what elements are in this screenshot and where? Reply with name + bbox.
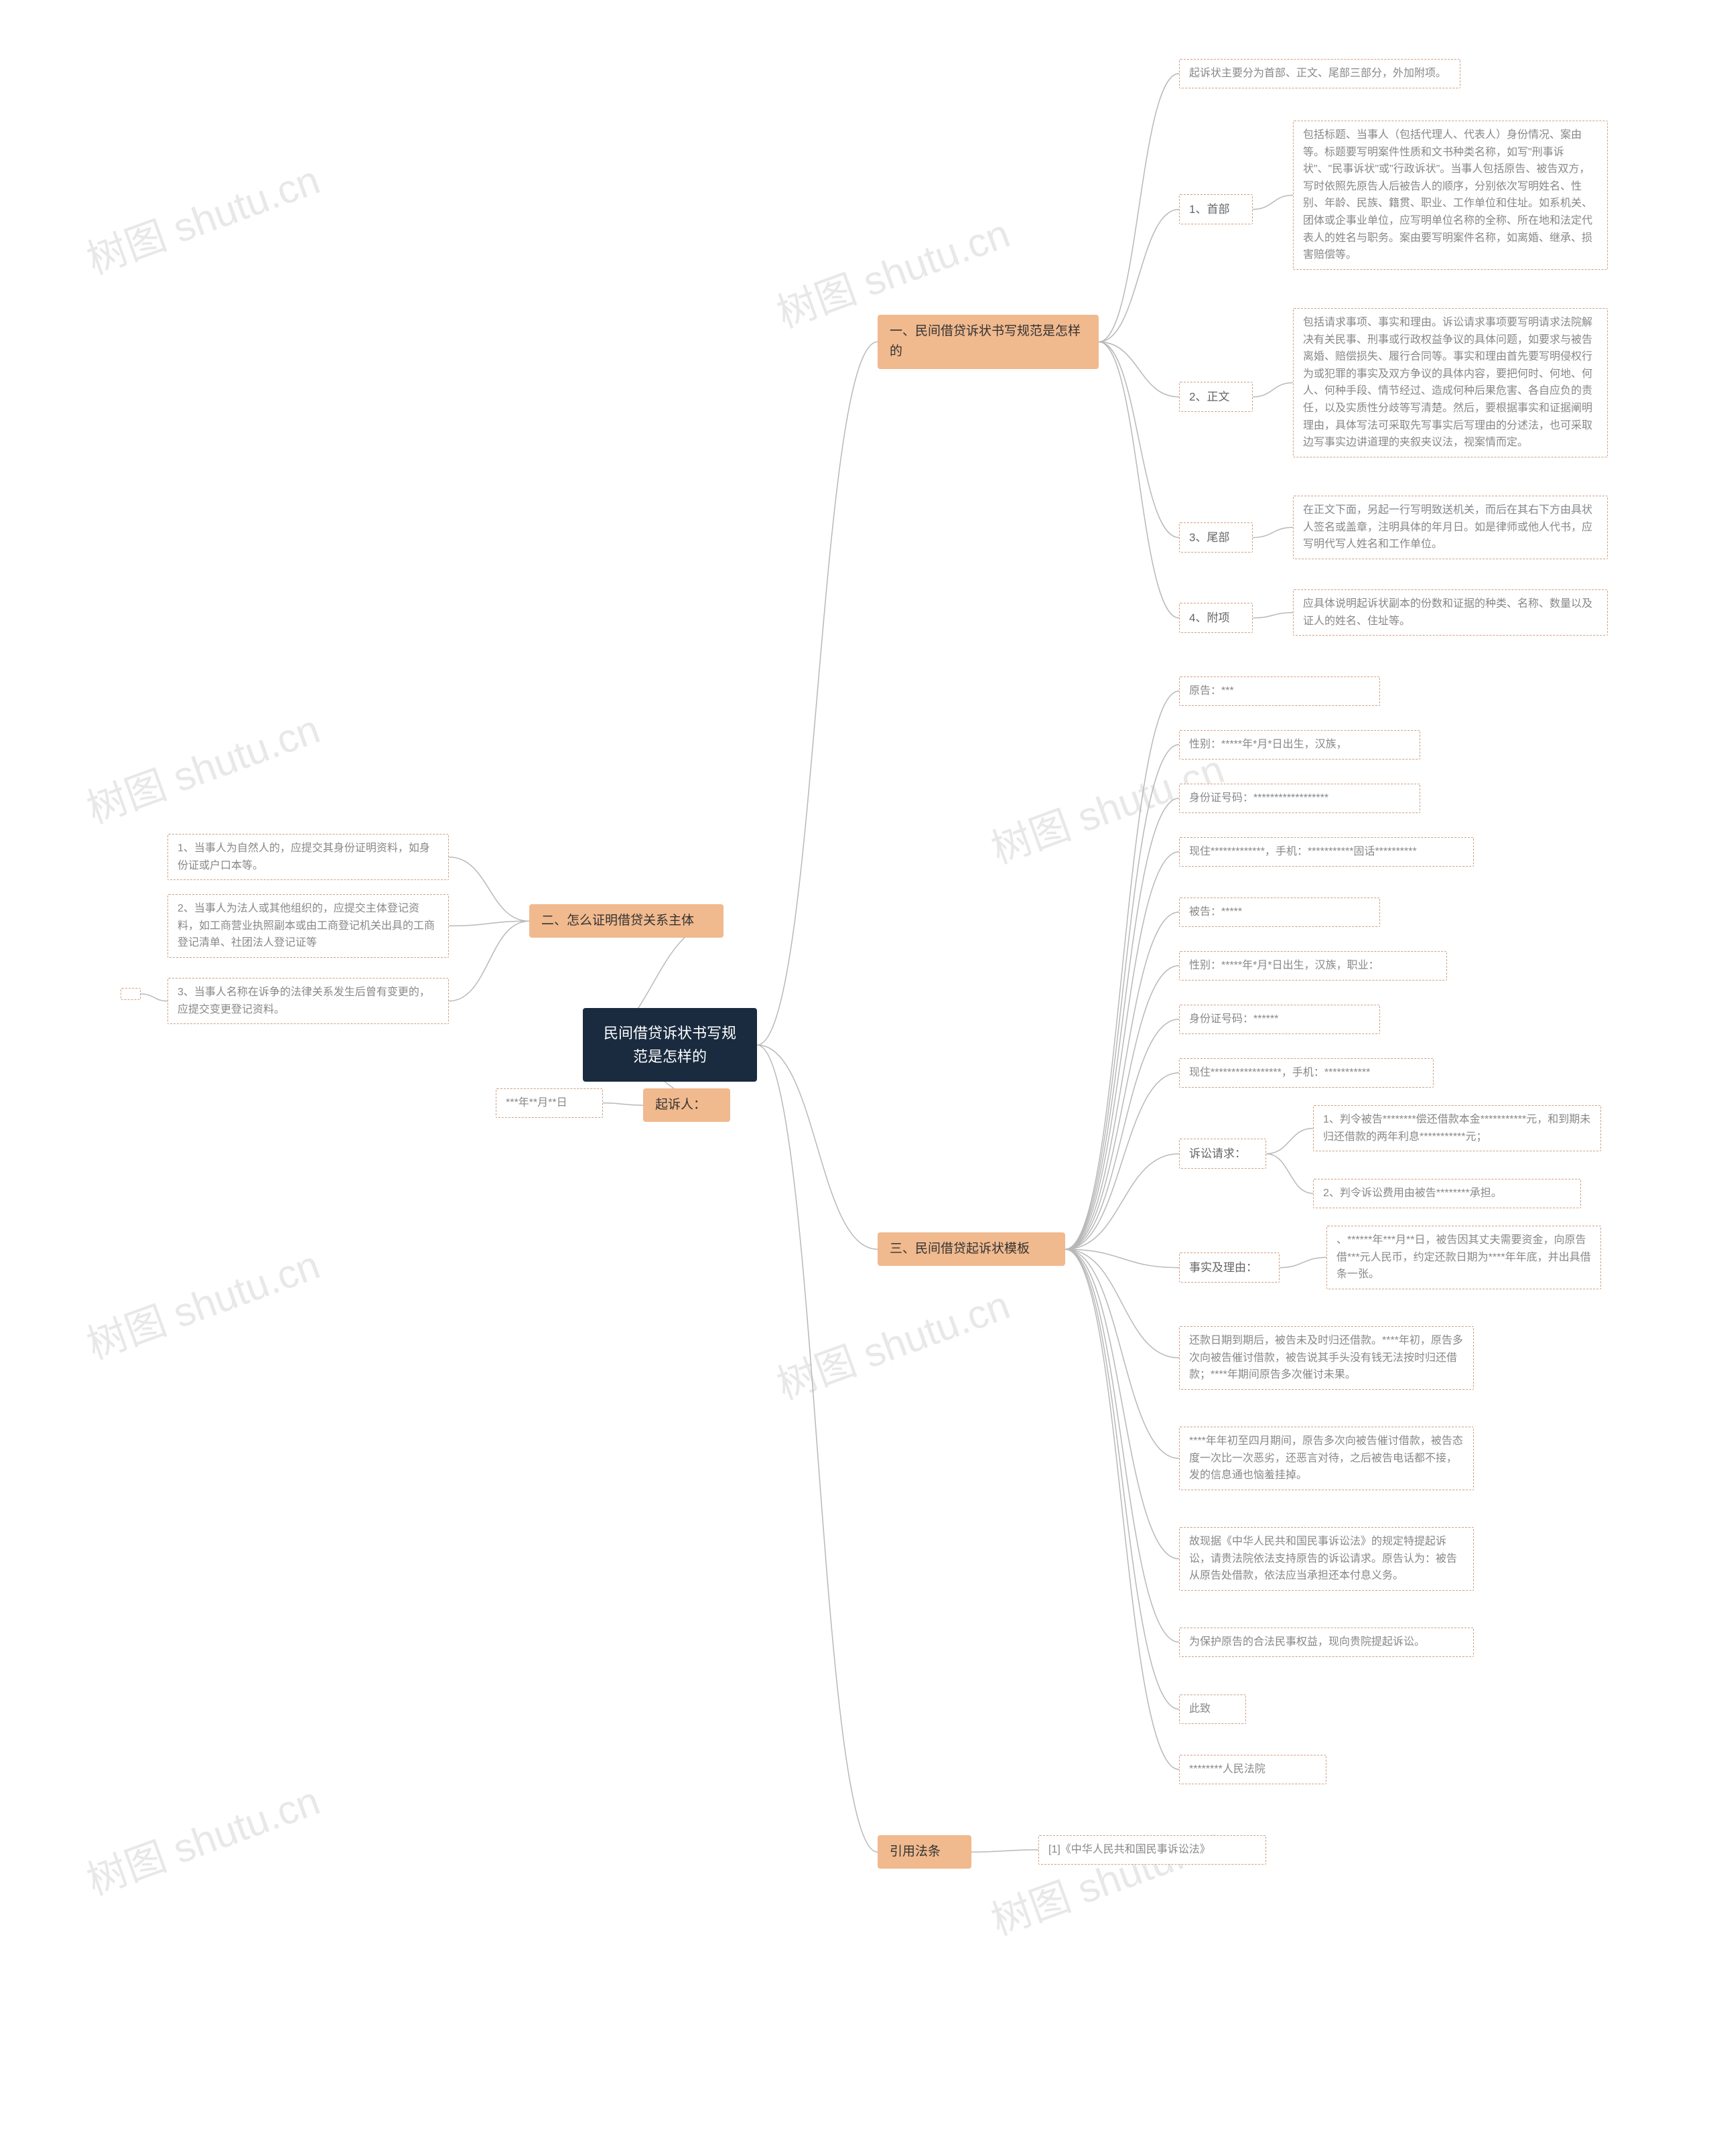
branch-node: 引用法条 <box>878 1835 971 1869</box>
subbranch-node: 3、尾部 <box>1179 522 1253 553</box>
node-label: 起诉人： <box>655 1098 706 1112</box>
node-label: 此致 <box>1189 1703 1211 1715</box>
node-label: 诉讼请求： <box>1189 1147 1246 1160</box>
leaf-node: 包括请求事项、事实和理由。诉讼请求事项要写明请求法院解决有关民事、刑事或行政权益… <box>1293 308 1608 457</box>
node-label: 故现据《中华人民共和国民事诉讼法》的规定特提起诉讼，请贵法院依法支持原告的诉讼请… <box>1189 1536 1457 1581</box>
leaf-node: 、******年***月**日，被告因其丈夫需要资金，向原告借***元人民币，约… <box>1326 1226 1601 1289</box>
node-label: 1、判令被告********偿还借款本金***********元，和到期未归还借… <box>1323 1114 1590 1143</box>
node-label: 还款日期到期后，被告未及时归还借款。****年初，原告多次向被告催讨借款，被告说… <box>1189 1335 1463 1380</box>
leaf-node: 应具体说明起诉状副本的份数和证据的种类、名称、数量以及证人的姓名、住址等。 <box>1293 589 1608 636</box>
leaf-node: 1、当事人为自然人的，应提交其身份证明资料，如身份证或户口本等。 <box>167 834 449 880</box>
root-label: 民间借贷诉状书写规范是怎样的 <box>604 1025 736 1065</box>
leaf-node: 2、判令诉讼费用由被告********承担。 <box>1313 1179 1581 1208</box>
node-label: 现住*************，手机：***********固话********… <box>1189 846 1417 857</box>
leaf-node: 性别：*****年*月*日出生，汉族，职业： <box>1179 951 1447 981</box>
leaf-node: ********人民法院 <box>1179 1755 1326 1784</box>
watermark: 树图 shutu.cn <box>78 697 326 835</box>
node-label: 3、当事人名称在诉争的法律关系发生后曾有变更的，应提交变更登记资料。 <box>178 987 430 1015</box>
node-label: 3、尾部 <box>1189 531 1229 544</box>
node-label: ********人民法院 <box>1189 1764 1265 1775</box>
node-label: 身份证号码：****** <box>1189 1013 1278 1025</box>
node-label: 事实及理由： <box>1189 1261 1257 1274</box>
node-label: 二、怎么证明借贷关系主体 <box>541 914 694 928</box>
node-label: 、******年***月**日，被告因其丈夫需要资金，向原告借***元人民币，约… <box>1336 1234 1591 1280</box>
node-label: 现住*****************，手机：*********** <box>1189 1067 1370 1078</box>
leaf-node: 原告：*** <box>1179 676 1380 706</box>
branch-node: 三、民间借贷起诉状模板 <box>878 1232 1065 1266</box>
node-label: 一、民间借贷诉状书写规范是怎样的 <box>890 324 1081 358</box>
subbranch-node: 1、首部 <box>1179 194 1253 224</box>
root-node: 民间借贷诉状书写规范是怎样的 <box>583 1008 757 1082</box>
watermark: 树图 shutu.cn <box>982 1808 1231 1946</box>
leaf-node: 2、当事人为法人或其他组织的，应提交主体登记资料，如工商营业执照副本或由工商登记… <box>167 894 449 958</box>
leaf-node: 此致 <box>1179 1695 1246 1724</box>
node-label: ****年年初至四月期间，原告多次向被告催讨借款，被告态度一次比一次恶劣，还恶言… <box>1189 1435 1463 1481</box>
leaf-node: 3、当事人名称在诉争的法律关系发生后曾有变更的，应提交变更登记资料。 <box>167 978 449 1024</box>
watermark: 树图 shutu.cn <box>78 1232 326 1370</box>
leaf-node: 起诉状主要分为首部、正文、尾部三部分，外加附项。 <box>1179 59 1460 88</box>
node-label: 性别：*****年*月*日出生，汉族， <box>1189 739 1347 750</box>
subbranch-node: 2、正文 <box>1179 382 1253 412</box>
node-label: 2、当事人为法人或其他组织的，应提交主体登记资料，如工商营业执照副本或由工商登记… <box>178 903 435 948</box>
leaf-node: 现住*****************，手机：*********** <box>1179 1058 1434 1088</box>
node-label: 起诉状主要分为首部、正文、尾部三部分，外加附项。 <box>1189 68 1446 79</box>
node-label: 应具体说明起诉状副本的份数和证据的种类、名称、数量以及证人的姓名、住址等。 <box>1303 598 1592 627</box>
leaf-node: 现住*************，手机：***********固话********… <box>1179 837 1474 867</box>
leaf-node: 性别：*****年*月*日出生，汉族， <box>1179 730 1420 760</box>
node-label: 1、当事人为自然人的，应提交其身份证明资料，如身份证或户口本等。 <box>178 843 430 871</box>
node-label: 身份证号码：****************** <box>1189 792 1328 804</box>
subbranch-node <box>121 988 141 1000</box>
node-label: 1、首部 <box>1189 203 1229 216</box>
leaf-node: 身份证号码：****** <box>1179 1005 1380 1034</box>
node-label: 在正文下面，另起一行写明致送机关，而后在其右下方由具状人签名或盖章，注明具体的年… <box>1303 504 1592 550</box>
leaf-node: ***年**月**日 <box>496 1088 603 1118</box>
node-label: 为保护原告的合法民事权益，现向贵院提起诉讼。 <box>1189 1636 1425 1648</box>
branch-node: 起诉人： <box>643 1088 730 1122</box>
branch-node: 一、民间借贷诉状书写规范是怎样的 <box>878 315 1099 369</box>
node-label: [1]《中华人民共和国民事诉讼法》 <box>1048 1844 1211 1855</box>
leaf-node: 被告：***** <box>1179 897 1380 927</box>
node-label: 原告：*** <box>1189 685 1234 697</box>
watermark: 树图 shutu.cn <box>78 1768 326 1906</box>
node-label: 4、附项 <box>1189 612 1229 624</box>
leaf-node: [1]《中华人民共和国民事诉讼法》 <box>1038 1835 1266 1865</box>
node-label: 被告：***** <box>1189 906 1242 918</box>
leaf-node: 身份证号码：****************** <box>1179 784 1420 813</box>
watermark: 树图 shutu.cn <box>78 147 326 285</box>
node-label: 2、正文 <box>1189 390 1229 403</box>
leaf-node: 还款日期到期后，被告未及时归还借款。****年初，原告多次向被告催讨借款，被告说… <box>1179 1326 1474 1390</box>
node-label: 包括请求事项、事实和理由。诉讼请求事项要写明请求法院解决有关民事、刑事或行政权益… <box>1303 317 1592 448</box>
leaf-node: 1、判令被告********偿还借款本金***********元，和到期未归还借… <box>1313 1105 1601 1151</box>
branch-node: 二、怎么证明借贷关系主体 <box>529 904 724 938</box>
leaf-node: 包括标题、当事人（包括代理人、代表人）身份情况、案由等。标题要写明案件性质和文书… <box>1293 121 1608 270</box>
node-label: 性别：*****年*月*日出生，汉族，职业： <box>1189 960 1379 971</box>
subbranch-node: 诉讼请求： <box>1179 1139 1266 1169</box>
node-label: 包括标题、当事人（包括代理人、代表人）身份情况、案由等。标题要写明案件性质和文书… <box>1303 129 1592 261</box>
leaf-node: 为保护原告的合法民事权益，现向贵院提起诉讼。 <box>1179 1628 1474 1657</box>
node-label: 2、判令诉讼费用由被告********承担。 <box>1323 1188 1502 1199</box>
node-label: ***年**月**日 <box>506 1097 567 1108</box>
node-label: 三、民间借贷起诉状模板 <box>890 1242 1030 1256</box>
leaf-node: 在正文下面，另起一行写明致送机关，而后在其右下方由具状人签名或盖章，注明具体的年… <box>1293 496 1608 559</box>
subbranch-node: 4、附项 <box>1179 603 1253 633</box>
leaf-node: ****年年初至四月期间，原告多次向被告催讨借款，被告态度一次比一次恶劣，还恶言… <box>1179 1427 1474 1490</box>
leaf-node: 故现据《中华人民共和国民事诉讼法》的规定特提起诉讼，请贵法院依法支持原告的诉讼请… <box>1179 1527 1474 1591</box>
watermark: 树图 shutu.cn <box>768 1273 1016 1411</box>
node-label: 引用法条 <box>890 1845 941 1859</box>
subbranch-node: 事实及理由： <box>1179 1252 1280 1283</box>
